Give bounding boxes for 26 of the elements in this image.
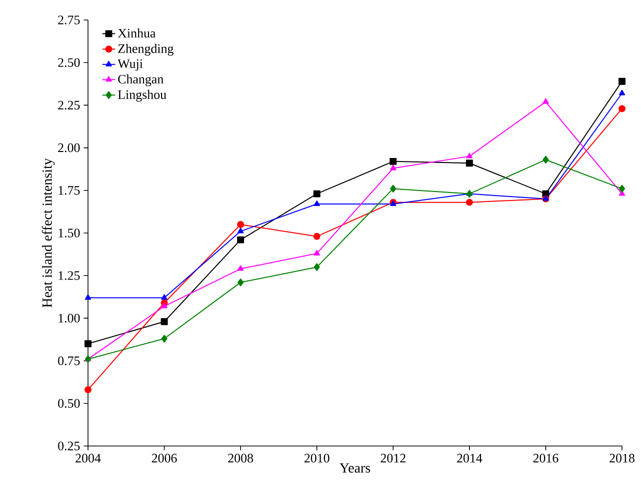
x-tick-label: 2010	[304, 454, 330, 463]
y-tick-label: 1.00	[58, 314, 80, 323]
y-tick-label: 0.25	[58, 442, 80, 450]
x-tick-label: 2004	[76, 454, 101, 463]
y-tick-label: 2.00	[58, 143, 80, 152]
y-tick-label: 2.75	[58, 16, 80, 24]
y-tick-label: 2.50	[58, 58, 80, 67]
legend-label: Wuji	[118, 59, 143, 71]
x-axis-title: Years	[340, 463, 370, 473]
x-tick-label: 2008	[228, 454, 254, 463]
x-tick-label: 2006	[152, 454, 177, 463]
legend-label: Lingshou	[118, 90, 166, 102]
y-tick-label: 0.75	[58, 356, 80, 366]
legend-label: Xinhua	[118, 28, 156, 38]
y-tick-label: 2.25	[58, 100, 80, 110]
y-tick-label: 1.75	[58, 186, 80, 195]
x-tick-label: 2016	[533, 454, 558, 463]
x-tick-label: 2012	[380, 454, 406, 463]
y-tick-label: 0.50	[58, 399, 80, 408]
y-axis-title: Heat island effect intensity	[42, 158, 55, 308]
y-tick-label: 1.50	[58, 228, 80, 238]
x-tick-label: 2014	[457, 454, 482, 463]
y-tick-label: 1.25	[58, 271, 80, 280]
x-tick-label: 2018	[610, 454, 634, 463]
legend-label: Changan	[118, 74, 164, 86]
legend-label: Zhengding	[118, 44, 174, 56]
